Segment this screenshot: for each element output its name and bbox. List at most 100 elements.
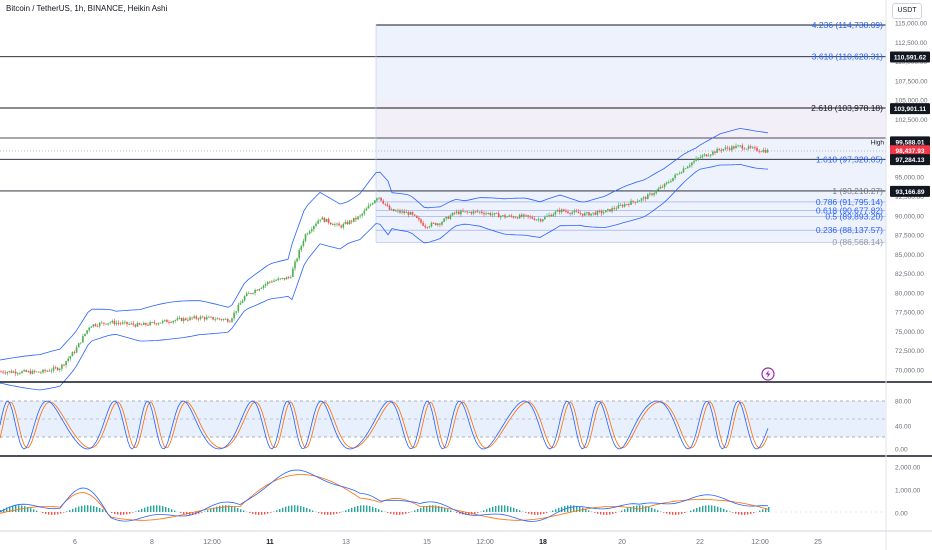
- candle-body: [59, 368, 61, 371]
- candle-body: [367, 205, 370, 209]
- macd-histogram-bar: [594, 512, 596, 513]
- candle-body: [0, 371, 2, 373]
- candle-body: [569, 213, 571, 214]
- candle-body: [92, 324, 95, 327]
- stoch-tick-label: 0.00: [895, 447, 908, 454]
- candle-body: [353, 217, 355, 222]
- candle-body: [229, 321, 231, 323]
- candle-body: [17, 373, 19, 375]
- candle-body: [208, 316, 210, 318]
- lightning-icon[interactable]: [761, 367, 775, 381]
- candle-body: [766, 149, 769, 153]
- candle-body: [65, 361, 67, 366]
- candle-body: [329, 222, 332, 225]
- macd-histogram-bar: [513, 507, 515, 512]
- macd-histogram-bar: [558, 507, 560, 512]
- candle-body: [737, 145, 739, 147]
- candle-body: [756, 147, 758, 151]
- macd-histogram-bar: [348, 509, 350, 512]
- macd-histogram-bar: [165, 506, 167, 512]
- candle-body: [96, 325, 99, 327]
- macd-histogram-bar: [336, 512, 338, 514]
- candle-body: [485, 213, 487, 215]
- macd-histogram-bar: [312, 510, 314, 512]
- currency-selector[interactable]: USDT: [892, 3, 922, 19]
- candle-body: [592, 212, 594, 214]
- candle-body: [344, 222, 347, 224]
- candle-body: [546, 215, 548, 217]
- candle-body: [460, 210, 462, 215]
- candle-body: [264, 284, 267, 286]
- candle-body: [210, 316, 212, 318]
- candle-body: [682, 168, 685, 173]
- macd-histogram-bar: [510, 506, 512, 512]
- macd-histogram-bar: [213, 507, 215, 512]
- candle-body: [56, 367, 59, 371]
- candle-body: [695, 158, 697, 161]
- candle-body: [521, 214, 523, 217]
- candle-body: [437, 223, 439, 226]
- candle-body: [600, 210, 603, 214]
- price-tick-label: 85,000.00: [895, 252, 924, 259]
- candle-body: [491, 214, 494, 216]
- candle-body: [2, 371, 4, 373]
- candle-body: [420, 219, 422, 223]
- candle-body: [275, 280, 277, 281]
- macd-histogram-bar: [759, 510, 761, 512]
- macd-histogram-bar: [111, 512, 113, 514]
- macd-histogram-bar: [501, 505, 503, 512]
- macd-histogram-bar: [150, 505, 152, 512]
- price-tick-label: 105,000.00: [895, 98, 928, 105]
- candle-body: [758, 150, 760, 152]
- candle-body: [363, 210, 366, 214]
- macd-histogram-bar: [282, 507, 284, 512]
- fib-label: 3.618 (110,628.31): [812, 52, 883, 62]
- macd-histogram-bar: [735, 512, 737, 514]
- candle-body: [764, 150, 767, 153]
- candle-body: [164, 319, 166, 321]
- candle-body: [470, 211, 473, 214]
- price-badge-label: 103,901.11: [894, 106, 927, 113]
- candle-body: [710, 154, 712, 156]
- candle-body: [243, 296, 246, 301]
- macd-histogram-bar: [606, 512, 608, 515]
- candle-body: [703, 154, 706, 156]
- candle-body: [327, 218, 330, 223]
- macd-histogram-bar: [669, 512, 671, 515]
- candle-body: [705, 154, 708, 157]
- candle-body: [392, 209, 395, 212]
- macd-histogram-bar: [321, 512, 323, 514]
- candle-body: [661, 186, 664, 188]
- macd-histogram-bar: [750, 512, 752, 514]
- macd-histogram-bar: [30, 508, 32, 512]
- candle-body: [124, 321, 126, 323]
- macd-histogram-bar: [768, 506, 770, 512]
- macd-histogram-bar: [507, 505, 509, 512]
- candle-body: [323, 217, 326, 222]
- macd-histogram-bar: [255, 512, 257, 515]
- candle-body: [619, 205, 622, 206]
- candle-body: [38, 371, 40, 373]
- candle-body: [63, 364, 65, 366]
- candle-body: [384, 203, 387, 205]
- candle-body: [760, 151, 762, 153]
- candle-body: [743, 148, 746, 150]
- candle-body: [644, 197, 647, 200]
- macd-histogram-bar: [546, 512, 548, 513]
- candle-body: [506, 216, 508, 218]
- candle-body: [187, 319, 189, 321]
- candle-body: [762, 150, 765, 152]
- macd-histogram-bar: [243, 510, 245, 512]
- candle-body: [754, 147, 756, 149]
- time-tick-label: 20: [618, 539, 626, 546]
- candle-body: [218, 318, 221, 320]
- candle-body: [428, 226, 431, 228]
- candle-body: [525, 214, 527, 216]
- candle-body: [340, 225, 342, 228]
- candle-body: [313, 225, 315, 230]
- candle-body: [287, 277, 290, 279]
- macd-histogram-bar: [69, 510, 71, 512]
- macd-histogram-bar: [51, 512, 53, 515]
- candle-body: [111, 320, 114, 323]
